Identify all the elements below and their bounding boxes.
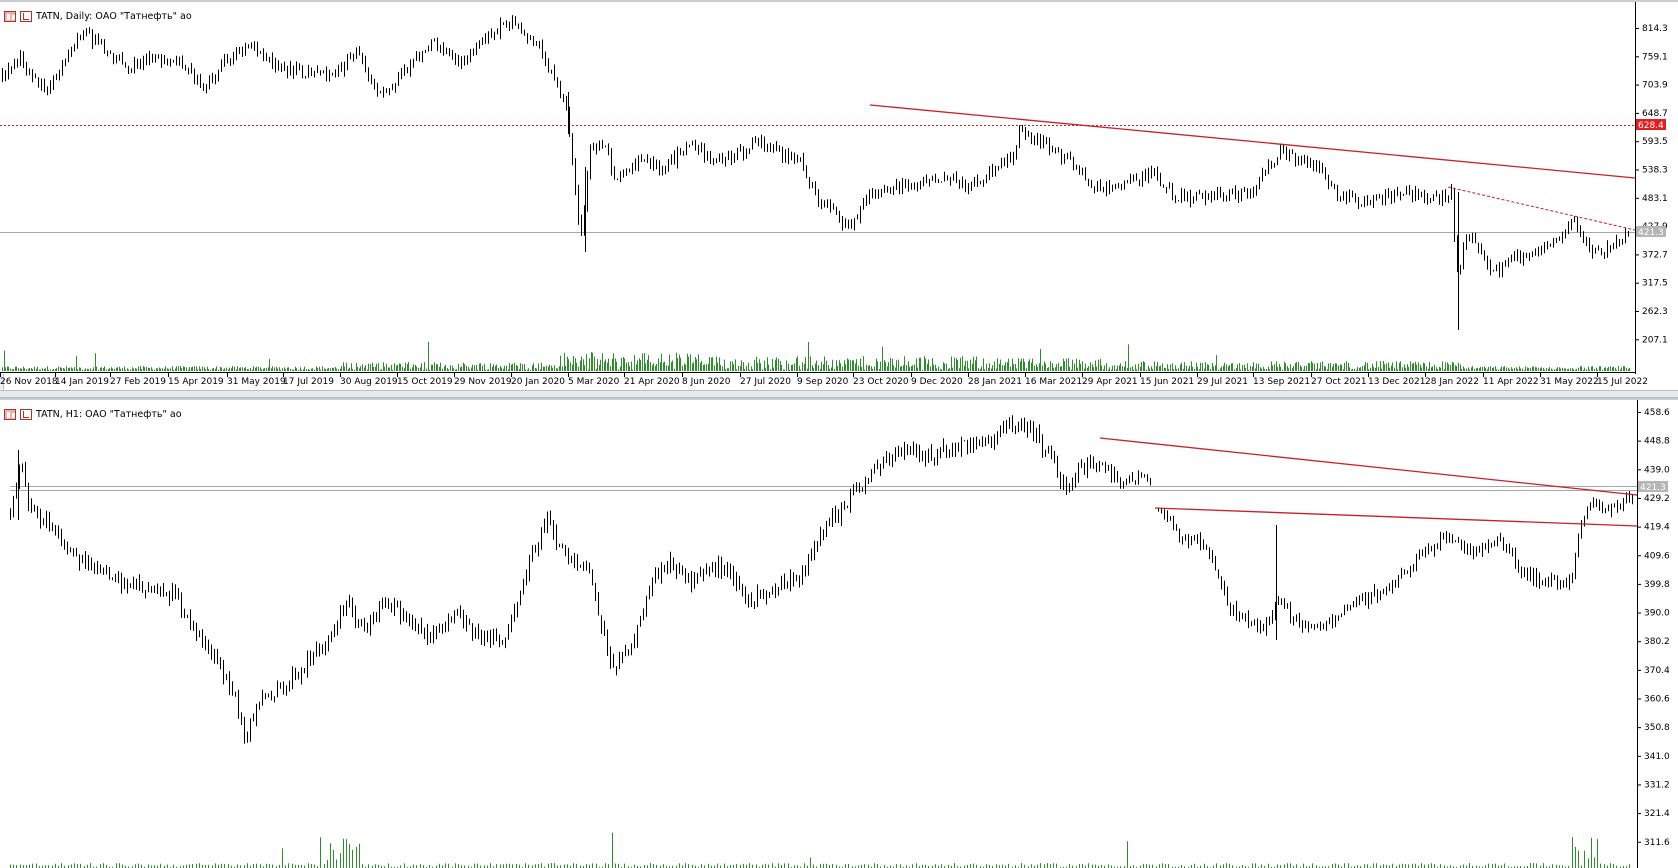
indicator-icon[interactable] [20, 10, 32, 22]
price-tick-label: 207.1 [1642, 335, 1668, 345]
level-price-tag: 628.4 [1636, 119, 1666, 131]
bars-chart-icon[interactable] [4, 408, 16, 420]
price-tick-label: 380.2 [1644, 637, 1670, 647]
price-tick-label: 372.7 [1642, 250, 1668, 260]
time-tick-label: 31 May 2022 [1540, 377, 1599, 387]
price-tick-label: 409.6 [1644, 551, 1670, 561]
bars-chart-icon[interactable] [4, 10, 16, 22]
time-tick-label: 28 Jan 2021 [968, 377, 1022, 387]
price-tick-label: 262.3 [1642, 307, 1668, 317]
price-tag-box [1636, 119, 1666, 130]
time-tick-label: 21 Apr 2020 [624, 377, 680, 387]
time-tick-label: 15 Jul 2022 [1597, 377, 1648, 387]
price-tag-label: 628.4 [1638, 121, 1664, 131]
time-tick-label: 5 Mar 2020 [568, 377, 620, 387]
time-tick-label: 27 Oct 2021 [1311, 377, 1367, 387]
price-tick-label: 593.5 [1642, 137, 1668, 147]
price-tag-label: 421.3 [1640, 483, 1666, 493]
time-tick-label: 11 Apr 2022 [1483, 377, 1539, 387]
trendline-upper [1099, 437, 1638, 496]
price-tick-label: 814.3 [1642, 24, 1668, 34]
hourly-chart-header: TATN, H1: ОАО "Татнефть" ао [4, 406, 182, 422]
price-tag-label: 421.3 [1638, 228, 1664, 238]
current-price-tag: 421.3 [1636, 226, 1666, 238]
daily-price-bars [2, 15, 1629, 278]
price-tick-label: 448.8 [1644, 437, 1670, 447]
volume-histogram [10, 832, 1630, 868]
time-tick-label: 26 Nov 2018 [0, 377, 58, 387]
price-tick-label: 350.8 [1644, 723, 1670, 733]
daily-plot-area [0, 2, 1635, 374]
time-tick-label: 15 Jun 2021 [1140, 377, 1194, 387]
hourly-chart-title: TATN, H1: ОАО "Татнефть" ао [36, 408, 182, 420]
time-tick-label: 13 Dec 2021 [1368, 377, 1426, 387]
trendline-lower [1154, 507, 1638, 527]
price-tick-label: 341.0 [1644, 752, 1670, 762]
indicator-icon[interactable] [20, 408, 32, 420]
time-tick-label: 27 Feb 2019 [110, 377, 166, 387]
price-tick-label: 419.4 [1644, 523, 1670, 533]
time-tick-label: 30 Aug 2019 [340, 377, 398, 387]
price-tick-label: 483.1 [1642, 194, 1668, 204]
hourly-plot-area [0, 400, 1637, 868]
time-tick-label: 31 May 2019 [227, 377, 286, 387]
time-tick-label: 15 Apr 2019 [168, 377, 224, 387]
time-tick-label: 17 Jul 2019 [283, 377, 334, 387]
time-tick-label: 14 Jan 2019 [55, 377, 109, 387]
time-tick-label: 13 Sep 2021 [1253, 377, 1310, 387]
time-tick-label: 28 Jan 2022 [1425, 377, 1479, 387]
price-tick-label: 331.2 [1644, 780, 1670, 790]
time-tick-label: 15 Oct 2019 [397, 377, 453, 387]
price-tick-label: 321.4 [1644, 809, 1670, 819]
time-tick-label: 29 Jul 2021 [1197, 377, 1248, 387]
trendline-long [869, 104, 1636, 179]
hourly-price-bars-late [1158, 491, 1633, 636]
price-tick-label: 759.1 [1642, 52, 1668, 62]
price-tick-label: 370.4 [1644, 666, 1670, 676]
price-tick-label: 538.3 [1642, 166, 1668, 176]
chart-splitter[interactable] [0, 390, 1678, 398]
price-tag-box [1636, 226, 1666, 237]
price-tick-label: 390.0 [1644, 609, 1670, 619]
time-tick-label: 9 Dec 2020 [911, 377, 963, 387]
hourly-chart-panel[interactable]: TATN, H1: ОАО "Татнефть" ао 458.6 448.8 43… [0, 398, 1678, 868]
price-tick-label: 360.6 [1644, 695, 1670, 705]
time-tick-label: 20 Jan 2020 [511, 377, 565, 387]
daily-chart-header: TATN, Daily: ОАО "Татнефть" ао [4, 8, 192, 24]
price-tick-label: 703.9 [1642, 81, 1668, 91]
hourly-price-bars-early [10, 415, 1151, 744]
time-tick-label: 27 Jul 2020 [740, 377, 791, 387]
price-tick-label: 429.2 [1644, 494, 1670, 504]
daily-price-chart[interactable]: 814.3759.1703.9648.7593.5538.3483.1427.9… [0, 2, 1678, 390]
price-tick-label: 317.5 [1642, 279, 1668, 289]
price-tick-label: 311.6 [1644, 838, 1670, 848]
time-tick-label: 29 Nov 2019 [454, 377, 512, 387]
time-tick-label: 29 Apr 2021 [1082, 377, 1138, 387]
price-tick-label: 458.6 [1644, 408, 1670, 418]
time-tick-label: 8 Jun 2020 [682, 377, 731, 387]
volume-histogram [2, 342, 1630, 371]
price-tag-box [1638, 481, 1668, 492]
daily-chart-panel[interactable]: TATN, Daily: ОАО "Татнефть" ао 814.3 759.… [0, 0, 1678, 390]
price-tick-label: 399.8 [1644, 580, 1670, 590]
time-tick-label: 23 Oct 2020 [853, 377, 909, 387]
hourly-price-chart[interactable]: 458.6 448.8 439.0 429.2 419.4 409.6 399.8 390.0… [0, 400, 1678, 868]
trendline-dashed [1447, 186, 1636, 231]
price-tick-label: 648.7 [1642, 109, 1668, 119]
time-tick-label: 9 Sep 2020 [797, 377, 849, 387]
current-price-tag: 421.3 [1638, 481, 1668, 493]
time-tick-label: 16 Mar 2021 [1025, 377, 1082, 387]
price-tick-label: 439.0 [1644, 465, 1670, 475]
daily-chart-title: TATN, Daily: ОАО "Татнефть" ао [36, 10, 192, 22]
